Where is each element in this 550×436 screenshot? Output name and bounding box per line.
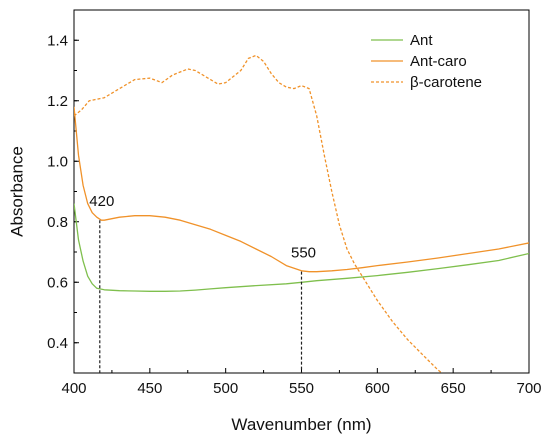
y-tick-label: 1.0 [47, 153, 68, 170]
x-tick-label: 400 [61, 380, 86, 397]
x-tick-label: 650 [441, 380, 466, 397]
x-tick-label: 500 [213, 380, 238, 397]
y-tick-label: 1.2 [47, 93, 68, 110]
y-axis-ticks: 0.4 0.6 0.8 1.0 1.2 1.4 [47, 9, 79, 374]
x-axis-title: Wavenumber (nm) [231, 415, 371, 434]
x-tick-label: 550 [289, 380, 314, 397]
annotation-layer: 420 550 [89, 193, 316, 373]
annotation-label: 550 [291, 245, 316, 262]
y-axis-title: Absorbance [7, 146, 26, 237]
legend-label: β-carotene [410, 74, 482, 91]
y-tick-label: 1.4 [47, 32, 68, 49]
x-axis-ticks: 400 450 500 550 600 650 700 [61, 368, 542, 397]
annotation-label: 420 [89, 193, 114, 210]
x-tick-label: 450 [137, 380, 162, 397]
y-tick-label: 0.6 [47, 274, 68, 291]
legend-label: Ant [410, 32, 433, 49]
series-line-carotene [74, 54, 443, 373]
series-line-ant-caro [74, 106, 529, 273]
legend-label: Ant-caro [410, 53, 467, 70]
x-tick-label: 700 [516, 380, 541, 397]
y-tick-label: 0.8 [47, 214, 68, 231]
series-layer [74, 54, 529, 373]
series-line-ant [74, 203, 529, 292]
x-tick-label: 600 [365, 380, 390, 397]
y-tick-label: 0.4 [47, 335, 68, 352]
legend: Ant Ant-caro β-carotene [371, 32, 482, 91]
